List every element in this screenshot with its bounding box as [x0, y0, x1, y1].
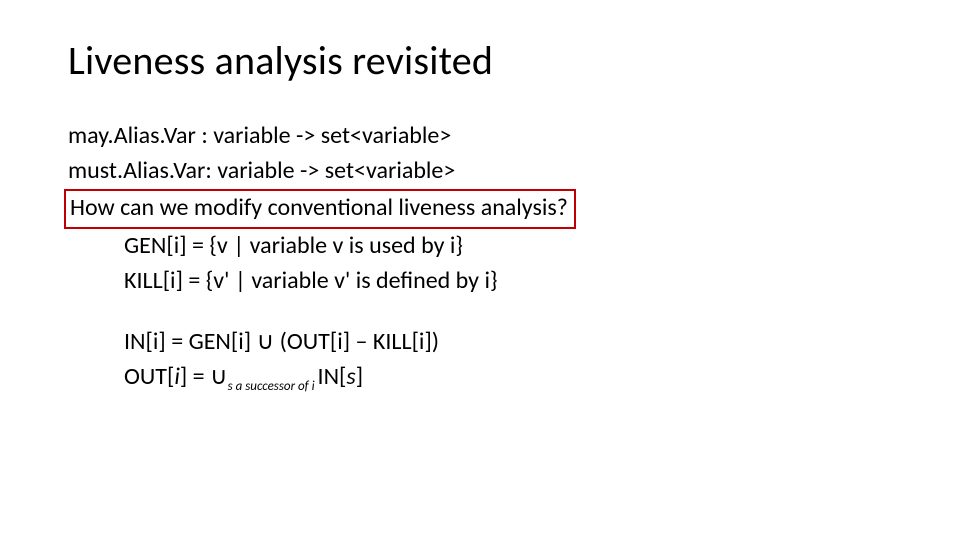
line-must-alias: must.Alias.Var: variable -> set<variable…	[68, 154, 900, 189]
line-gen: GEN[i] = {v | variable v is used by i}	[68, 229, 900, 264]
out-subscript: s a successor of i	[228, 379, 318, 394]
union-icon: ∪	[210, 363, 228, 390]
out-s: s	[346, 362, 355, 391]
in-prefix: IN[i] = GEN[i]	[124, 327, 257, 356]
highlight-box: How can we modify conventional liveness …	[64, 189, 576, 230]
line-in: IN[i] = GEN[i] ∪ (OUT[i] – KILL[i])	[68, 325, 900, 360]
line-may-alias: may.Alias.Var : variable -> set<variable…	[68, 119, 900, 154]
line-out: OUT[i] = ∪s a successor of i IN[s]	[68, 360, 900, 397]
out-bracket: ] =	[180, 362, 210, 391]
slide-container: Liveness analysis revisited may.Alias.Va…	[0, 0, 960, 540]
slide-body: may.Alias.Var : variable -> set<variable…	[68, 119, 900, 396]
slide-title: Liveness analysis revisited	[68, 36, 900, 85]
line-kill: KILL[i] = {v' | variable v' is defined b…	[68, 264, 900, 299]
union-icon: ∪	[257, 328, 275, 355]
out-in-suffix: ]	[356, 362, 363, 391]
spacer	[68, 299, 900, 325]
out-in-prefix: IN[	[318, 362, 347, 391]
out-prefix: OUT[	[124, 362, 174, 391]
line-question: How can we modify conventional liveness …	[68, 189, 900, 230]
in-suffix: (OUT[i] – KILL[i])	[274, 327, 439, 356]
